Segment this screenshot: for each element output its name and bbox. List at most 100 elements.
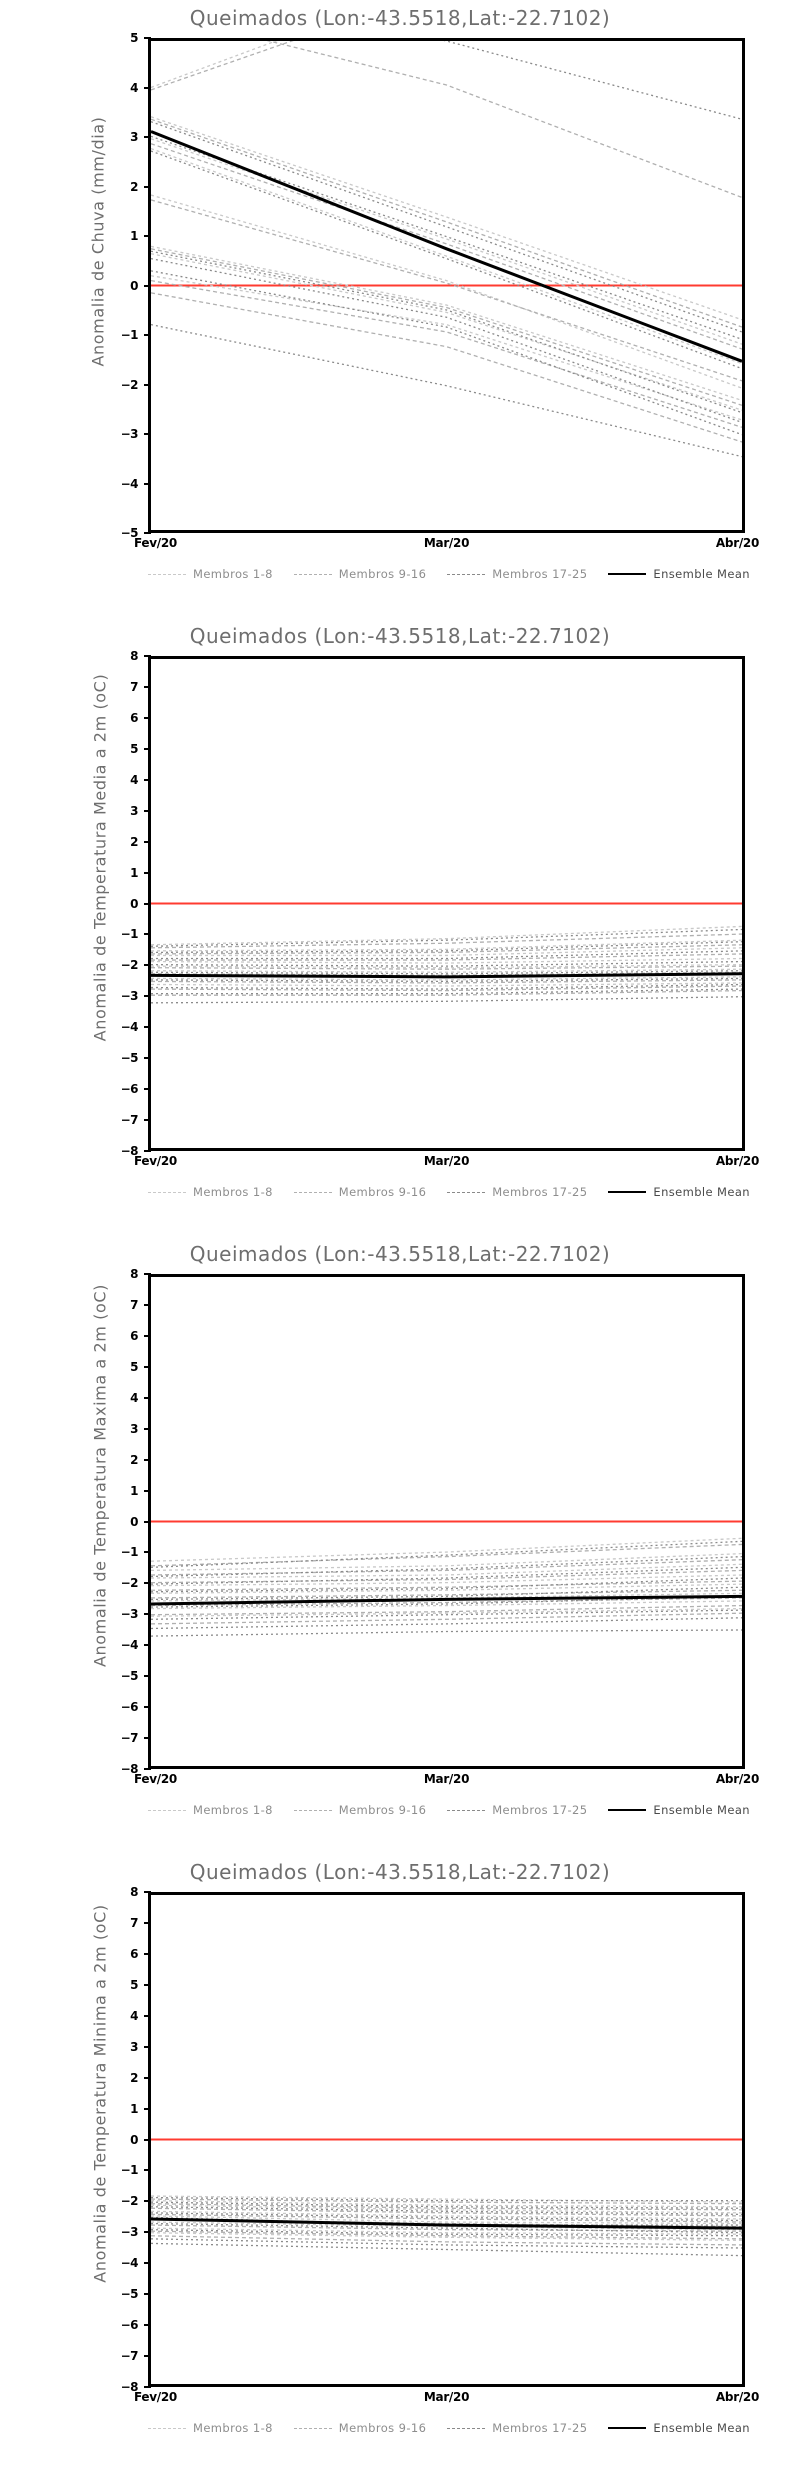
ensemble-mean-line: [151, 130, 742, 363]
legend-swatch-dashed-icon: [148, 1191, 186, 1193]
y-tick-mark: [144, 37, 151, 39]
y-tick-mark: [144, 2045, 151, 2048]
member-line: [151, 323, 742, 458]
y-tick-label: −6: [120, 1700, 139, 1715]
x-tick-mid: Mar/20: [423, 1772, 470, 1786]
y-tick-mark: [144, 2293, 151, 2296]
plot-area: [148, 1892, 745, 2387]
y-tick-label: 3: [130, 1421, 138, 1436]
member-line: [151, 960, 742, 967]
y-tick-mark: [144, 1768, 151, 1770]
y-tick-mark: [144, 1891, 151, 1893]
y-tick-mark: [144, 383, 151, 386]
y-tick-mark: [144, 1582, 151, 1585]
y-tick-label: −6: [120, 1082, 139, 1097]
member-line: [151, 2221, 742, 2231]
chart-legend: Membros 1-8 Membros 9-16 Membros 17-25 Ense…: [148, 562, 760, 586]
member-line: [151, 270, 742, 436]
y-tick-mark: [144, 2386, 151, 2388]
member-line: [151, 1592, 742, 1602]
member-line: [151, 933, 742, 949]
y-tick-mark: [144, 2231, 151, 2234]
x-tick-start: Fev/20: [134, 1772, 177, 1786]
member-line: [151, 135, 742, 340]
member-line: [151, 977, 742, 983]
y-tick-mark: [144, 655, 151, 657]
member-line: [151, 1556, 742, 1578]
member-line: [151, 1552, 742, 1572]
legend-label: Membros 9-16: [338, 1185, 427, 1199]
y-tick-label: 8: [130, 649, 138, 663]
legend-label: Membros 9-16: [338, 2421, 427, 2435]
member-line: [151, 939, 742, 952]
member-line: [151, 1600, 742, 1610]
y-tick-mark: [144, 482, 151, 485]
y-tick-mark: [144, 2076, 151, 2079]
y-tick-label: 0: [130, 1514, 138, 1529]
member-line: [151, 250, 742, 414]
legend-item: Membros 1-8: [148, 1185, 273, 1199]
legend-item: Membros 1-8: [148, 1803, 273, 1817]
y-tick-mark: [144, 1273, 151, 1275]
chart-legend: Membros 1-8 Membros 9-16 Membros 17-25 Ense…: [148, 2416, 760, 2440]
y-tick-label: 4: [130, 772, 138, 787]
y-tick-mark: [144, 2169, 151, 2172]
member-line: [151, 2195, 742, 2203]
x-tick-mid: Mar/20: [423, 536, 470, 550]
legend-swatch-dashed-icon: [293, 2427, 332, 2429]
y-tick-mark: [144, 1675, 151, 1678]
legend-item: Membros 9-16: [293, 1185, 427, 1199]
member-line: [151, 971, 742, 976]
legend-item: Membros 17-25: [447, 567, 587, 581]
y-tick-label: −4: [120, 2256, 139, 2271]
ensemble-mean-line: [151, 972, 742, 979]
y-tick-label: −1: [120, 1545, 139, 1560]
page-title: Queimados (Lon:-43.5518,Lat:-22.7102): [189, 1860, 611, 1884]
y-tick-mark: [144, 1026, 151, 1029]
legend-swatch-dashed-icon: [447, 1191, 486, 1193]
member-line: [151, 957, 742, 964]
member-line: [151, 944, 742, 955]
chart-panel-tmin: Queimados (Lon:-43.5518,Lat:-22.7102) An…: [0, 1854, 800, 2472]
y-tick-label: −1: [120, 328, 139, 342]
member-line: [151, 965, 742, 970]
y-tick-label: 2: [130, 179, 138, 194]
y-tick-mark: [144, 1303, 151, 1306]
y-axis-ticks: 8 7 6 5 4 3 2 1 0 −1 −2 −3 −4 −5 −6 −7 −8: [104, 649, 151, 1158]
y-axis-ticks: 8 7 6 5 4 3 2 1 0 −1 −2 −3 −4 −5 −6 −7 −8: [104, 1885, 151, 2394]
legend-item: Membros 9-16: [293, 1803, 427, 1817]
member-line: [151, 983, 742, 990]
legend-label: Membros 17-25: [492, 567, 588, 581]
y-tick-mark: [144, 1396, 151, 1399]
x-tick-start: Fev/20: [134, 2390, 177, 2404]
y-tick-mark: [144, 902, 151, 905]
y-tick-label: 2: [130, 834, 138, 849]
y-tick-mark: [144, 1737, 151, 1740]
member-line: [151, 1566, 742, 1585]
y-tick-label: 6: [130, 1946, 138, 1961]
x-tick-mid: Mar/20: [423, 1154, 470, 1168]
member-line: [151, 950, 742, 960]
member-line: [151, 194, 742, 389]
member-line: [151, 2242, 742, 2257]
member-line: [151, 947, 742, 957]
x-tick-mid: Mar/20: [423, 2390, 470, 2404]
member-line: [151, 118, 742, 328]
plot-area: [148, 38, 745, 533]
y-tick-mark: [144, 1706, 151, 1709]
member-line: [151, 2206, 742, 2216]
member-line: [151, 253, 742, 411]
y-tick-mark: [144, 995, 151, 998]
legend-swatch-dashed-icon: [447, 573, 486, 575]
y-tick-mark: [144, 1150, 151, 1152]
x-axis-ticks: Fev/20 Mar/20 Abr/20: [134, 536, 759, 556]
y-tick-label: −5: [120, 1669, 139, 1684]
y-tick-mark: [144, 1119, 151, 1122]
member-line: [151, 2235, 742, 2246]
legend-item: Ensemble Mean: [608, 1185, 750, 1199]
x-tick-end: Abr/20: [715, 1154, 759, 1168]
y-tick-label: 5: [130, 31, 138, 45]
y-tick-label: 4: [130, 80, 138, 95]
y-tick-mark: [144, 1458, 151, 1461]
legend-item: Membros 9-16: [293, 2421, 427, 2435]
